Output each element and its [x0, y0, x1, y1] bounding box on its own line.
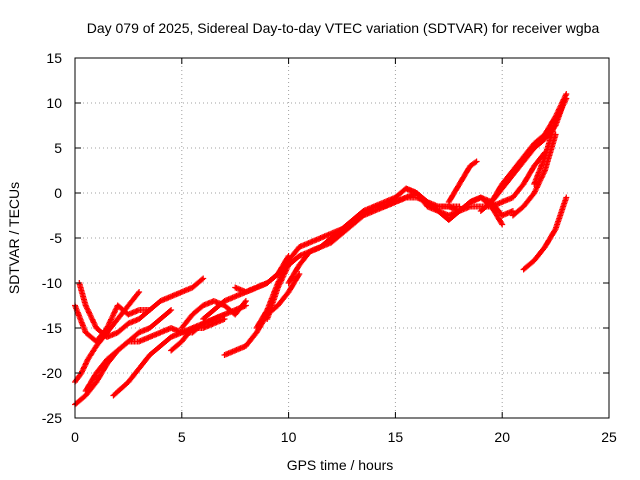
- x-tick-label: 15: [388, 429, 404, 445]
- series-sat-track-22: [509, 131, 559, 219]
- series-sat-track-8: [178, 298, 249, 331]
- y-tick-label: 0: [54, 185, 62, 201]
- series-markers: [509, 131, 559, 219]
- series-markers: [178, 298, 249, 331]
- series-sat-track-5: [82, 307, 175, 394]
- x-tick-label: 20: [494, 429, 510, 445]
- x-axis-label: GPS time / hours: [287, 457, 394, 473]
- x-tick-label: 0: [71, 429, 79, 445]
- y-tick-label: 10: [46, 95, 62, 111]
- series-sat-track-19: [445, 158, 480, 205]
- y-tick-label: 15: [46, 50, 62, 66]
- series-markers: [520, 194, 570, 273]
- series-sat-track-11: [232, 253, 292, 295]
- y-tick-label: -5: [50, 230, 63, 246]
- series-markers: [488, 91, 570, 205]
- x-tick-label: 5: [178, 429, 186, 445]
- series-markers: [82, 307, 175, 394]
- chart-title: Day 079 of 2025, Sidereal Day-to-day VTE…: [87, 20, 600, 36]
- x-tick-label: 25: [601, 429, 617, 445]
- grid-lines: [75, 58, 609, 418]
- y-tick-label: -20: [42, 365, 62, 381]
- axis-ticks: 0 5 10 15 20 25 -25 -20 -15 -10 -5 0 5 10 15: [42, 50, 617, 445]
- series-sat-track-18: [435, 149, 548, 214]
- series-markers: [531, 95, 570, 187]
- series-sat-track-21: [488, 91, 570, 205]
- plot-marks: [72, 91, 570, 408]
- y-tick-label: -10: [42, 275, 62, 291]
- y-tick-label: -25: [42, 410, 62, 426]
- series-markers: [232, 253, 292, 295]
- series-sat-track-23: [531, 95, 570, 187]
- x-tick-label: 10: [281, 429, 297, 445]
- y-axis-label: SDTVAR / TECUs: [6, 182, 22, 294]
- y-tick-label: -15: [42, 320, 62, 336]
- y-tick-label: 5: [54, 140, 62, 156]
- series-markers: [435, 149, 548, 214]
- series-markers: [445, 158, 480, 205]
- series-sat-track-24: [520, 194, 570, 273]
